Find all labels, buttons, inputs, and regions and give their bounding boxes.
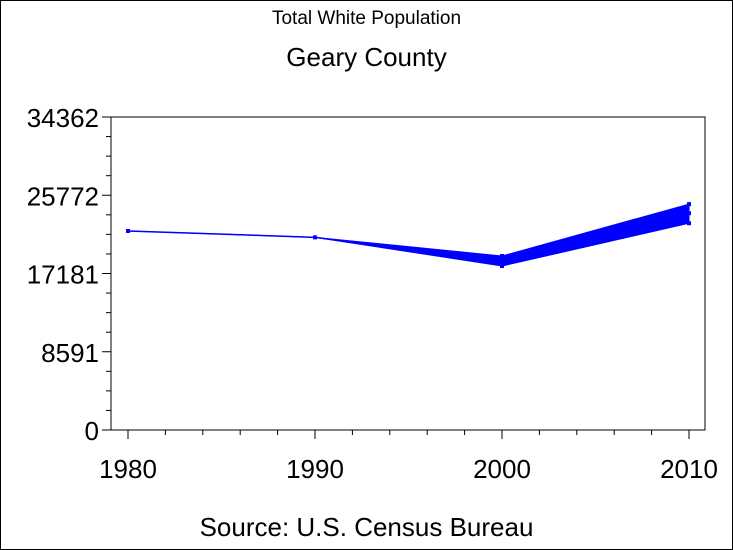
- data-point: [500, 259, 504, 264]
- y-tick-label: 8591: [41, 338, 99, 368]
- y-tick-label: 0: [85, 416, 99, 446]
- data-point: [313, 235, 317, 240]
- band-point: [500, 264, 504, 269]
- chart-title: Total White Population: [271, 8, 462, 29]
- x-tick-label: 2010: [660, 454, 718, 484]
- chart-subtitle: Geary County: [286, 42, 447, 72]
- plot-border: [110, 116, 706, 431]
- band-point: [687, 202, 691, 207]
- band-point: [500, 254, 504, 259]
- series-layer: [126, 202, 691, 269]
- series-line: [127, 212, 690, 263]
- y-tick-label: 17181: [27, 260, 99, 290]
- chart-source: Source: U.S. Census Bureau: [199, 512, 534, 542]
- x-axis-labels: 1980 1990 2000 2010: [99, 454, 718, 484]
- plot-area: [102, 116, 706, 439]
- x-tick-label: 2000: [473, 454, 531, 484]
- y-tick-label: 25772: [27, 181, 99, 211]
- band-point: [687, 221, 691, 226]
- y-axis-labels: 0 8591 17181 25772 34362: [27, 103, 99, 446]
- data-point: [687, 211, 691, 216]
- data-point: [126, 228, 130, 233]
- x-tick-label: 1990: [286, 454, 344, 484]
- x-tick-label: 1980: [99, 454, 157, 484]
- y-tick-label: 34362: [27, 103, 99, 133]
